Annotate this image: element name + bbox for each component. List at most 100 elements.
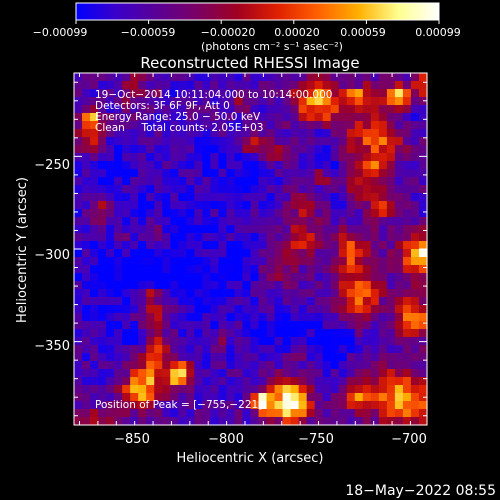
- heatmap-cell: [258, 401, 268, 410]
- heatmap-cell: [242, 201, 252, 210]
- heatmap-cell: [242, 393, 252, 402]
- heatmap-cell: [258, 369, 268, 378]
- heatmap-cell: [394, 385, 404, 394]
- heatmap-cell: [410, 257, 420, 266]
- heatmap-cell: [282, 89, 292, 98]
- heatmap-cell: [346, 329, 356, 338]
- heatmap-cell: [98, 361, 107, 370]
- heatmap-cell: [202, 305, 211, 314]
- heatmap-cell: [306, 305, 316, 314]
- heatmap-cell: [330, 105, 340, 114]
- heatmap-cell: [394, 345, 404, 354]
- heatmap-cell: [186, 289, 195, 298]
- heatmap-cell: [154, 249, 163, 258]
- heatmap-cell: [114, 273, 123, 282]
- heatmap-cell: [282, 337, 292, 346]
- heatmap-cell: [186, 361, 195, 370]
- heatmap-cell: [106, 209, 115, 218]
- heatmap-cell: [90, 105, 99, 114]
- heatmap-cell: [130, 233, 139, 242]
- heatmap-cell: [106, 337, 115, 346]
- heatmap-cell: [378, 297, 388, 306]
- heatmap-cell: [354, 265, 364, 274]
- heatmap-cell: [186, 377, 195, 386]
- heatmap-cell: [402, 241, 412, 250]
- heatmap-cell: [362, 89, 372, 98]
- heatmap-cell: [338, 361, 348, 370]
- heatmap-cell: [274, 393, 284, 402]
- colorbar-unit: (photons cm⁻² s⁻¹ asec⁻²): [201, 40, 343, 53]
- heatmap-cell: [394, 161, 404, 170]
- heatmap-cell: [138, 201, 147, 210]
- heatmap-cell: [194, 177, 203, 186]
- heatmap-cell: [258, 345, 268, 354]
- heatmap-cell: [338, 297, 348, 306]
- heatmap-cell: [282, 393, 292, 402]
- heatmap-cell: [282, 345, 292, 354]
- heatmap-cell: [306, 345, 316, 354]
- heatmap-cell: [74, 329, 83, 338]
- heatmap-cell: [418, 281, 428, 290]
- heatmap-cell: [226, 129, 236, 138]
- heatmap-cell: [290, 225, 300, 234]
- heatmap-cell: [114, 241, 123, 250]
- heatmap-cell: [130, 273, 139, 282]
- heatmap-cell: [362, 321, 372, 330]
- heatmap-cell: [322, 385, 332, 394]
- heatmap-cell: [282, 273, 292, 282]
- heatmap-cell: [194, 393, 203, 402]
- heatmap-cell: [274, 137, 284, 146]
- heatmap-cell: [354, 137, 364, 146]
- heatmap-cell: [242, 417, 252, 426]
- heatmap-cell: [314, 153, 324, 162]
- heatmap-cell: [386, 129, 396, 138]
- heatmap-cell: [322, 369, 332, 378]
- heatmap-cell: [354, 305, 364, 314]
- heatmap-cell: [314, 185, 324, 194]
- heatmap-cell: [370, 137, 380, 146]
- heatmap-cell: [218, 121, 228, 130]
- heatmap-cell: [394, 241, 404, 250]
- heatmap-cell: [274, 241, 284, 250]
- heatmap-cell: [210, 129, 220, 138]
- heatmap-cell: [130, 121, 139, 130]
- heatmap-cell: [314, 265, 324, 274]
- heatmap-cell: [314, 321, 324, 330]
- heatmap-cell: [130, 129, 139, 138]
- heatmap-cell: [178, 129, 187, 138]
- heatmap-cell: [106, 105, 115, 114]
- heatmap-cell: [266, 265, 276, 274]
- heatmap-cell: [114, 145, 123, 154]
- heatmap-cell: [98, 169, 107, 178]
- heatmap-cell: [210, 201, 220, 210]
- heatmap-cell: [394, 393, 404, 402]
- heatmap-cell: [298, 81, 308, 90]
- heatmap-cell: [234, 105, 244, 114]
- heatmap-cell: [402, 129, 412, 138]
- heatmap-cell: [322, 273, 332, 282]
- heatmap-cell: [370, 337, 380, 346]
- y-axis-label: Heliocentric Y (arcsec): [15, 177, 30, 323]
- heatmap-cell: [154, 417, 163, 426]
- heatmap-cell: [354, 193, 364, 202]
- heatmap-cell: [338, 161, 348, 170]
- heatmap-cell: [90, 113, 99, 122]
- heatmap-cell: [290, 401, 300, 410]
- heatmap-cell: [146, 361, 155, 370]
- heatmap-cell: [394, 137, 404, 146]
- heatmap-cell: [74, 369, 83, 378]
- heatmap-cell: [226, 385, 236, 394]
- heatmap-cell: [274, 105, 284, 114]
- heatmap-cell: [346, 201, 356, 210]
- heatmap-cell: [250, 217, 260, 226]
- heatmap-cell: [210, 209, 220, 218]
- heatmap-cell: [234, 409, 244, 418]
- heatmap-cell: [410, 209, 420, 218]
- heatmap-cell: [138, 217, 147, 226]
- heatmap-cell: [378, 81, 388, 90]
- heatmap-cell: [322, 257, 332, 266]
- heatmap-cell: [178, 217, 187, 226]
- heatmap-cell: [330, 265, 340, 274]
- heatmap-cell: [410, 409, 420, 418]
- heatmap-cell: [234, 209, 244, 218]
